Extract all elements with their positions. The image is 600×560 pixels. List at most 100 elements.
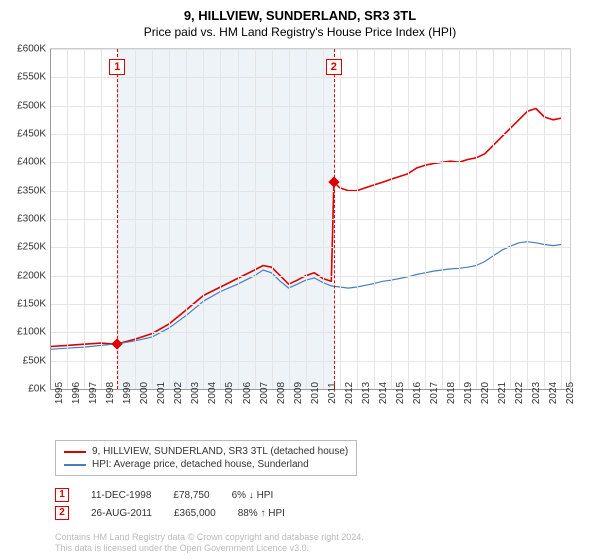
x-axis-label: 2010 bbox=[310, 382, 321, 404]
event-marker-2: 2 bbox=[55, 506, 69, 520]
legend: 9, HILLVIEW, SUNDERLAND, SR3 3TL (detach… bbox=[55, 440, 357, 476]
y-axis-label: £250K bbox=[6, 242, 46, 253]
legend-item-property: 9, HILLVIEW, SUNDERLAND, SR3 3TL (detach… bbox=[64, 445, 348, 458]
y-axis-label: £50K bbox=[6, 355, 46, 366]
footer-line-2: This data is licensed under the Open Gov… bbox=[55, 543, 364, 554]
y-axis-label: £550K bbox=[6, 72, 46, 83]
y-axis-label: £0K bbox=[6, 384, 46, 395]
y-axis-label: £500K bbox=[6, 100, 46, 111]
x-axis-label: 2024 bbox=[548, 382, 559, 404]
gridline-v bbox=[459, 49, 460, 389]
y-axis-label: £150K bbox=[6, 299, 46, 310]
event-price-1: £78,750 bbox=[173, 490, 209, 501]
event-date-1: 11-DEC-1998 bbox=[91, 490, 151, 501]
gridline-h bbox=[50, 361, 570, 362]
event-box-2: 2 bbox=[326, 59, 342, 75]
x-axis-label: 2013 bbox=[361, 382, 372, 404]
gridline-v bbox=[169, 49, 170, 389]
gridline-v bbox=[476, 49, 477, 389]
footer-attribution: Contains HM Land Registry data © Crown c… bbox=[55, 532, 364, 554]
gridline-h bbox=[50, 276, 570, 277]
x-axis-label: 2008 bbox=[276, 382, 287, 404]
gridline-h bbox=[50, 219, 570, 220]
gridline-v bbox=[323, 49, 324, 389]
chart-title: 9, HILLVIEW, SUNDERLAND, SR3 3TL bbox=[0, 0, 600, 23]
gridline-h bbox=[50, 134, 570, 135]
gridline-v bbox=[101, 49, 102, 389]
x-axis-label: 2018 bbox=[446, 382, 457, 404]
legend-swatch-hpi bbox=[64, 464, 86, 466]
gridline-v bbox=[255, 49, 256, 389]
gridline-v bbox=[50, 49, 51, 389]
x-axis-label: 2015 bbox=[395, 382, 406, 404]
gridline-v bbox=[340, 49, 341, 389]
gridline-v bbox=[493, 49, 494, 389]
y-axis-label: £200K bbox=[6, 270, 46, 281]
x-axis-label: 2016 bbox=[412, 382, 423, 404]
x-axis-label: 2001 bbox=[156, 382, 167, 404]
x-axis-label: 1998 bbox=[105, 382, 116, 404]
gridline-v bbox=[289, 49, 290, 389]
event-box-1: 1 bbox=[109, 59, 125, 75]
chart-container: 9, HILLVIEW, SUNDERLAND, SR3 3TL Price p… bbox=[0, 0, 600, 560]
event-price-2: £365,000 bbox=[174, 508, 216, 519]
y-axis-label: £300K bbox=[6, 214, 46, 225]
event-row-1: 1 11-DEC-1998 £78,750 6% ↓ HPI bbox=[55, 486, 285, 504]
x-axis-label: 2000 bbox=[139, 382, 150, 404]
y-axis-label: £600K bbox=[6, 44, 46, 55]
footer-line-1: Contains HM Land Registry data © Crown c… bbox=[55, 532, 364, 543]
events-table: 1 11-DEC-1998 £78,750 6% ↓ HPI 2 26-AUG-… bbox=[55, 486, 285, 522]
event-date-2: 26-AUG-2011 bbox=[91, 508, 152, 519]
x-axis-label: 2014 bbox=[378, 382, 389, 404]
x-axis-label: 1996 bbox=[71, 382, 82, 404]
event-row-2: 2 26-AUG-2011 £365,000 88% ↑ HPI bbox=[55, 504, 285, 522]
event-delta-2: 88% ↑ HPI bbox=[238, 508, 285, 519]
gridline-v bbox=[306, 49, 307, 389]
gridline-v bbox=[272, 49, 273, 389]
chart-area: £0K£50K£100K£150K£200K£250K£300K£350K£40… bbox=[50, 48, 570, 388]
x-axis-label: 2019 bbox=[463, 382, 474, 404]
x-axis-label: 2002 bbox=[173, 382, 184, 404]
gridline-h bbox=[50, 162, 570, 163]
gridline-v bbox=[203, 49, 204, 389]
event-marker-1: 1 bbox=[55, 488, 69, 502]
event-delta-1: 6% ↓ HPI bbox=[232, 490, 274, 501]
gridline-v bbox=[544, 49, 545, 389]
gridline-v bbox=[391, 49, 392, 389]
x-axis-label: 2020 bbox=[480, 382, 491, 404]
gridline-v bbox=[408, 49, 409, 389]
gridline-v bbox=[561, 49, 562, 389]
gridline-v bbox=[238, 49, 239, 389]
x-axis-label: 2003 bbox=[190, 382, 201, 404]
x-axis-label: 2005 bbox=[224, 382, 235, 404]
x-axis-label: 2007 bbox=[259, 382, 270, 404]
legend-swatch-property bbox=[64, 451, 86, 453]
x-axis-label: 2004 bbox=[207, 382, 218, 404]
x-axis-label: 2012 bbox=[344, 382, 355, 404]
gridline-h bbox=[50, 191, 570, 192]
gridline-v bbox=[186, 49, 187, 389]
x-axis-label: 1997 bbox=[88, 382, 99, 404]
gridline-v bbox=[84, 49, 85, 389]
x-axis-label: 2021 bbox=[497, 382, 508, 404]
legend-label-property: 9, HILLVIEW, SUNDERLAND, SR3 3TL (detach… bbox=[92, 446, 348, 457]
gridline-v bbox=[527, 49, 528, 389]
y-axis-label: £350K bbox=[6, 185, 46, 196]
gridline-v bbox=[442, 49, 443, 389]
gridline-v bbox=[135, 49, 136, 389]
x-axis-label: 1999 bbox=[122, 382, 133, 404]
gridline-v bbox=[357, 49, 358, 389]
legend-item-hpi: HPI: Average price, detached house, Sund… bbox=[64, 458, 348, 471]
gridline-h bbox=[50, 106, 570, 107]
x-axis-label: 2009 bbox=[293, 382, 304, 404]
gridline-h bbox=[50, 247, 570, 248]
x-axis-label: 2017 bbox=[429, 382, 440, 404]
plot-region: £0K£50K£100K£150K£200K£250K£300K£350K£40… bbox=[50, 48, 571, 389]
y-axis-label: £450K bbox=[6, 129, 46, 140]
y-axis-label: £100K bbox=[6, 327, 46, 338]
gridline-v bbox=[510, 49, 511, 389]
x-axis-label: 2006 bbox=[242, 382, 253, 404]
x-axis-label: 2025 bbox=[565, 382, 576, 404]
y-axis-label: £400K bbox=[6, 157, 46, 168]
gridline-h bbox=[50, 304, 570, 305]
